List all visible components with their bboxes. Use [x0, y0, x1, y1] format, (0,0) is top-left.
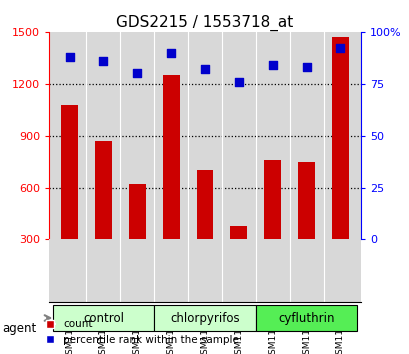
Point	[201, 67, 208, 72]
Bar	[264, 160, 281, 239]
Point	[235, 79, 242, 85]
Bar	[230, 225, 247, 239]
Bar	[162, 75, 179, 239]
Bar	[255, 305, 357, 331]
Point	[100, 58, 106, 64]
Text: cyfluthrin: cyfluthrin	[278, 312, 334, 325]
Bar	[297, 161, 314, 239]
Text: agent: agent	[2, 322, 36, 335]
Bar	[196, 170, 213, 239]
Legend: count, percentile rank within the sample: count, percentile rank within the sample	[42, 315, 243, 349]
Bar	[52, 305, 154, 331]
Text: control: control	[83, 312, 124, 325]
Point	[167, 50, 174, 56]
Text: chlorpyrifos: chlorpyrifos	[170, 312, 239, 325]
Bar	[331, 37, 348, 239]
Point	[336, 46, 343, 51]
Bar	[128, 184, 145, 239]
Title: GDS2215 / 1553718_at: GDS2215 / 1553718_at	[116, 14, 293, 30]
Bar	[61, 104, 78, 239]
Bar	[154, 305, 255, 331]
Point	[66, 54, 73, 59]
Point	[269, 62, 275, 68]
Point	[134, 70, 140, 76]
Point	[303, 64, 309, 70]
Bar	[95, 141, 112, 239]
